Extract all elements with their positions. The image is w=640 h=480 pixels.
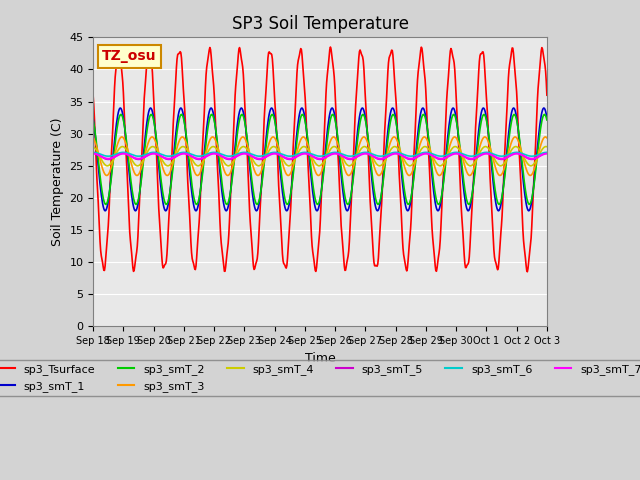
sp3_smT_7 xyxy=(375,156,383,162)
sp3_Tsurface xyxy=(375,245,383,251)
sp3_Tsurface xyxy=(191,266,198,272)
Title: SP3 Soil Temperature: SP3 Soil Temperature xyxy=(232,15,408,33)
sp3_smT_5 xyxy=(89,150,97,156)
sp3_smT_7 xyxy=(89,151,97,156)
sp3_Tsurface xyxy=(115,44,123,50)
sp3_smT_5 xyxy=(191,156,198,161)
sp3_smT_4 xyxy=(330,144,338,149)
sp3_smT_6 xyxy=(543,149,551,155)
sp3_smT_2 xyxy=(389,112,397,118)
Legend: sp3_Tsurface, sp3_smT_1, sp3_smT_2, sp3_smT_3, sp3_smT_4, sp3_smT_5, sp3_smT_6, : sp3_Tsurface, sp3_smT_1, sp3_smT_2, sp3_… xyxy=(0,360,640,396)
sp3_smT_3 xyxy=(97,162,105,168)
sp3_smT_7 xyxy=(215,152,223,157)
sp3_Tsurface xyxy=(97,253,105,259)
sp3_smT_3 xyxy=(543,135,551,141)
sp3_Tsurface xyxy=(524,269,531,275)
sp3_smT_4 xyxy=(97,156,105,162)
sp3_smT_3 xyxy=(190,168,198,174)
Line: sp3_smT_2: sp3_smT_2 xyxy=(93,114,547,204)
sp3_smT_7 xyxy=(145,152,152,158)
sp3_smT_2 xyxy=(376,199,383,205)
sp3_smT_1 xyxy=(376,203,383,209)
sp3_smT_6 xyxy=(375,153,383,159)
sp3_smT_7 xyxy=(191,155,198,161)
sp3_smT_4 xyxy=(144,148,152,154)
Line: sp3_smT_1: sp3_smT_1 xyxy=(93,108,547,211)
Line: sp3_smT_6: sp3_smT_6 xyxy=(93,152,547,156)
sp3_smT_1 xyxy=(191,206,198,212)
sp3_smT_2 xyxy=(144,121,152,127)
sp3_smT_5 xyxy=(97,154,105,159)
Line: sp3_smT_3: sp3_smT_3 xyxy=(93,137,547,176)
sp3_smT_1 xyxy=(389,105,397,111)
Y-axis label: Soil Temperature (C): Soil Temperature (C) xyxy=(51,118,64,246)
sp3_smT_5 xyxy=(104,156,112,162)
sp3_smT_2 xyxy=(89,117,97,123)
sp3_smT_4 xyxy=(543,144,551,150)
sp3_smT_3 xyxy=(389,135,397,141)
sp3_smT_1 xyxy=(543,115,551,120)
sp3_smT_2 xyxy=(543,117,551,123)
sp3_smT_4 xyxy=(376,163,383,168)
sp3_smT_2 xyxy=(97,183,105,189)
sp3_smT_2 xyxy=(191,200,199,206)
sp3_smT_2 xyxy=(147,111,155,117)
sp3_smT_4 xyxy=(346,163,353,168)
sp3_smT_5 xyxy=(375,156,383,162)
sp3_smT_1 xyxy=(192,208,200,214)
sp3_smT_1 xyxy=(177,105,185,111)
sp3_smT_5 xyxy=(215,152,223,157)
sp3_smT_1 xyxy=(216,164,223,169)
Line: sp3_smT_7: sp3_smT_7 xyxy=(93,154,547,159)
sp3_smT_2 xyxy=(163,202,170,207)
sp3_smT_1 xyxy=(89,115,97,120)
sp3_smT_1 xyxy=(97,192,105,198)
sp3_smT_6 xyxy=(145,150,152,156)
sp3_smT_4 xyxy=(389,144,397,150)
Line: sp3_smT_4: sp3_smT_4 xyxy=(93,146,547,166)
sp3_smT_7 xyxy=(104,156,112,162)
sp3_smT_7 xyxy=(388,151,396,157)
sp3_smT_3 xyxy=(376,172,383,178)
sp3_smT_3 xyxy=(214,145,222,151)
sp3_smT_7 xyxy=(543,151,551,156)
sp3_smT_6 xyxy=(388,150,396,156)
sp3_smT_3 xyxy=(144,141,152,146)
sp3_smT_4 xyxy=(89,144,97,150)
sp3_smT_2 xyxy=(216,157,223,163)
sp3_smT_6 xyxy=(97,152,105,157)
sp3_smT_5 xyxy=(388,151,396,156)
sp3_Tsurface xyxy=(145,46,152,52)
sp3_smT_3 xyxy=(360,134,368,140)
sp3_smT_7 xyxy=(97,154,105,159)
sp3_Tsurface xyxy=(215,188,223,194)
sp3_smT_5 xyxy=(543,150,551,156)
sp3_smT_6 xyxy=(89,149,97,155)
Line: sp3_smT_5: sp3_smT_5 xyxy=(93,153,547,159)
sp3_smT_4 xyxy=(214,148,222,154)
sp3_smT_6 xyxy=(104,153,112,159)
sp3_smT_3 xyxy=(375,173,383,179)
sp3_smT_5 xyxy=(145,152,152,157)
Line: sp3_Tsurface: sp3_Tsurface xyxy=(93,47,547,272)
X-axis label: Time: Time xyxy=(305,352,335,365)
sp3_smT_4 xyxy=(190,160,198,166)
sp3_smT_6 xyxy=(191,153,198,158)
sp3_Tsurface xyxy=(388,48,396,53)
sp3_smT_6 xyxy=(215,150,223,156)
sp3_smT_1 xyxy=(144,112,152,118)
sp3_Tsurface xyxy=(89,92,97,98)
Text: TZ_osu: TZ_osu xyxy=(102,49,157,63)
sp3_smT_3 xyxy=(89,135,97,141)
sp3_Tsurface xyxy=(543,92,551,98)
